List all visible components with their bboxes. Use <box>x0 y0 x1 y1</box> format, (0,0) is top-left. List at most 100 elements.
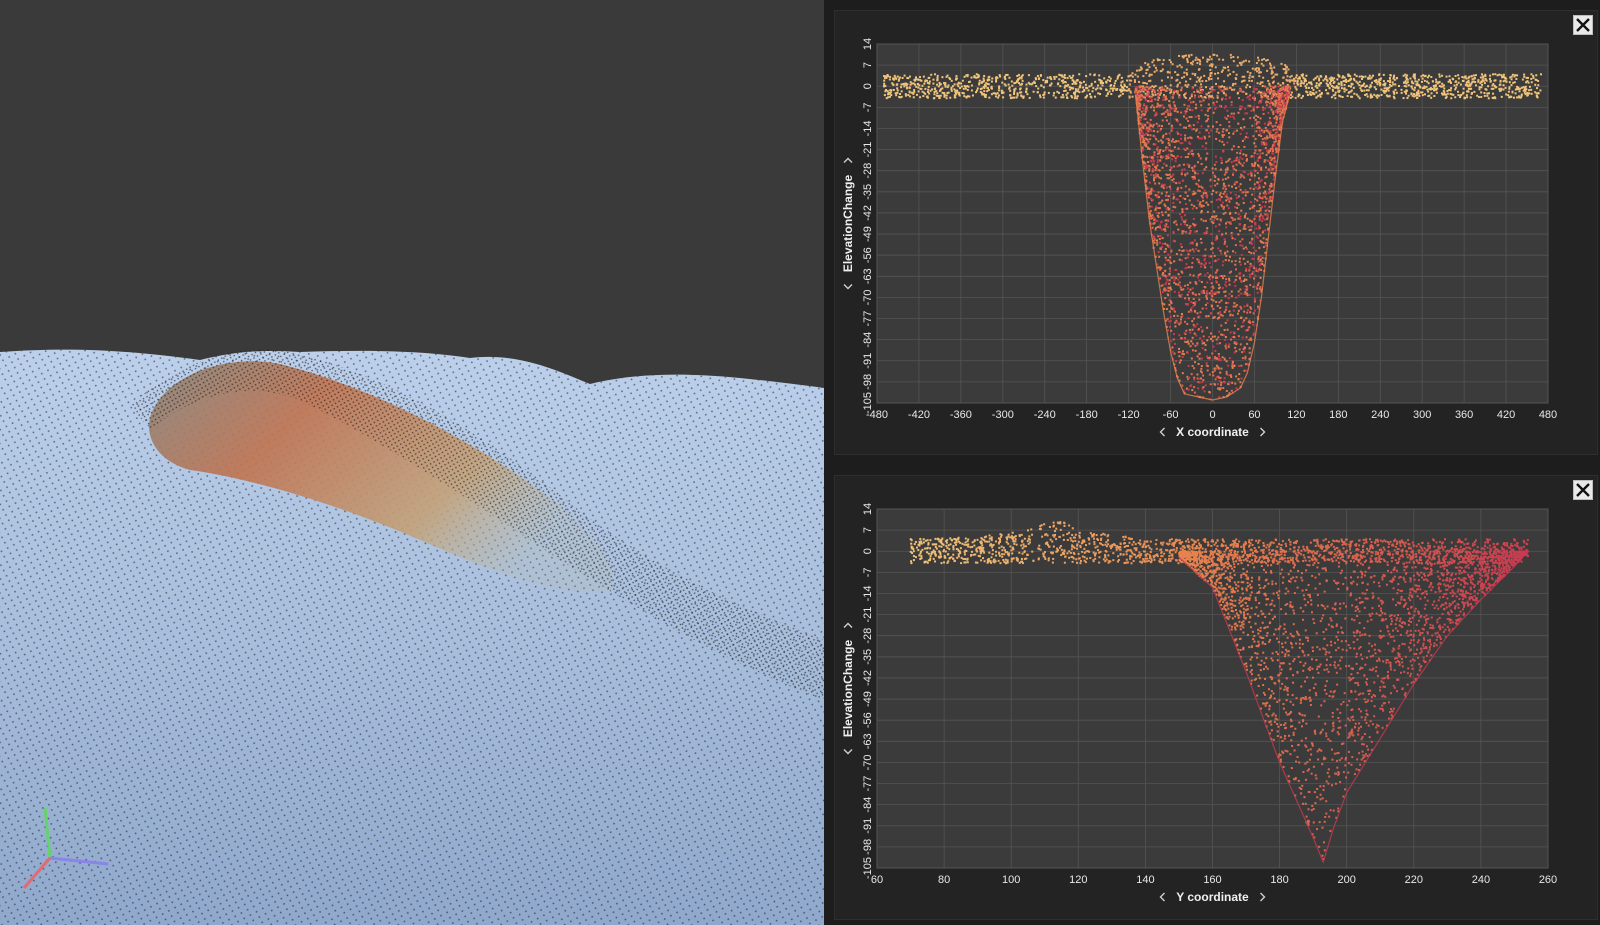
data-point <box>1234 251 1237 254</box>
data-point <box>1197 114 1200 117</box>
data-point <box>1496 74 1499 77</box>
data-point <box>991 77 994 80</box>
data-point <box>936 76 939 79</box>
data-point <box>1428 94 1431 97</box>
chevron-right-icon[interactable] <box>1260 892 1266 902</box>
data-point <box>1172 201 1175 204</box>
3d-viewport[interactable] <box>0 0 824 925</box>
data-point <box>1465 77 1468 80</box>
data-point <box>1219 168 1222 171</box>
data-point <box>1223 86 1226 89</box>
data-point <box>1505 93 1508 96</box>
data-point <box>1075 82 1078 85</box>
data-point <box>1140 90 1143 93</box>
data-point <box>1252 265 1255 268</box>
data-point <box>1181 168 1184 171</box>
data-point <box>1036 75 1039 78</box>
data-point <box>1218 58 1221 61</box>
data-point <box>1186 73 1189 76</box>
data-point <box>1158 87 1161 90</box>
3d-scene[interactable] <box>0 0 824 925</box>
chevron-right-icon[interactable] <box>1260 427 1266 437</box>
chevron-up-icon[interactable] <box>843 157 853 163</box>
data-point <box>1365 93 1368 96</box>
data-point <box>1270 163 1273 166</box>
data-point <box>1165 157 1168 160</box>
data-point <box>1206 58 1209 61</box>
data-point <box>1483 94 1486 97</box>
data-point <box>1250 264 1253 267</box>
data-point <box>1157 169 1160 172</box>
data-point <box>1165 146 1168 149</box>
data-point <box>1477 96 1480 99</box>
data-point <box>1528 89 1531 92</box>
data-point <box>1078 81 1081 84</box>
data-point <box>1198 91 1201 94</box>
close-plot-button[interactable] <box>1573 15 1593 35</box>
data-point <box>1243 216 1246 219</box>
data-point <box>1227 114 1230 117</box>
data-point <box>1080 81 1083 84</box>
chevron-down-icon[interactable] <box>843 284 853 290</box>
data-point <box>1162 106 1165 109</box>
data-point <box>1434 552 1437 555</box>
data-point <box>1222 207 1225 210</box>
data-point <box>1279 88 1282 91</box>
data-point <box>1167 225 1170 228</box>
data-point <box>1150 187 1153 190</box>
data-point <box>1262 229 1265 232</box>
data-point <box>1257 67 1260 70</box>
data-point <box>1150 73 1153 76</box>
data-point <box>1175 79 1178 82</box>
data-point <box>1168 110 1171 113</box>
data-point <box>1222 182 1225 185</box>
data-point <box>1305 86 1308 89</box>
data-point <box>898 76 901 79</box>
data-point <box>1206 369 1209 372</box>
data-point <box>1262 542 1265 545</box>
data-point <box>1151 98 1154 101</box>
chevron-left-icon[interactable] <box>1159 892 1165 902</box>
data-point <box>1145 107 1148 110</box>
data-point <box>1156 152 1159 155</box>
data-point <box>1201 329 1204 332</box>
scatter-plot-y[interactable]: Y coordinate ElevationChange 60 80 100 120 1… <box>835 476 1597 919</box>
data-point <box>1525 81 1528 84</box>
data-point <box>1141 146 1144 149</box>
data-point <box>1270 199 1273 202</box>
scatter-plot-x[interactable]: X coordinate ElevationChange -480 -420 -36… <box>835 11 1597 454</box>
data-point <box>888 95 891 98</box>
data-point <box>1106 79 1109 82</box>
chevron-left-icon[interactable] <box>1159 427 1165 437</box>
data-point <box>1262 141 1265 144</box>
data-point <box>1053 91 1056 94</box>
data-point <box>904 93 907 96</box>
data-point <box>1493 84 1496 87</box>
data-point <box>1189 331 1192 334</box>
data-point <box>1272 183 1275 186</box>
data-point <box>1416 80 1419 83</box>
data-point <box>1516 88 1519 91</box>
data-point <box>1152 189 1155 192</box>
data-point <box>1174 277 1177 280</box>
data-point <box>1244 288 1247 291</box>
data-point <box>1109 77 1112 80</box>
data-point <box>1364 75 1367 78</box>
data-point <box>1263 264 1266 267</box>
data-point <box>1203 561 1206 564</box>
chevron-down-icon[interactable] <box>843 749 853 755</box>
data-point <box>1209 55 1212 58</box>
data-point <box>1003 561 1006 564</box>
data-point <box>1064 89 1067 92</box>
close-plot-button[interactable] <box>1573 480 1593 500</box>
data-point <box>1366 552 1369 555</box>
data-point <box>943 83 946 86</box>
data-point <box>1147 93 1150 96</box>
chevron-up-icon[interactable] <box>843 622 853 628</box>
data-point <box>1017 73 1020 76</box>
data-point <box>1254 149 1257 152</box>
data-point <box>1225 389 1228 392</box>
data-point <box>1491 96 1494 99</box>
data-point <box>1190 95 1193 98</box>
data-point <box>1261 197 1264 200</box>
